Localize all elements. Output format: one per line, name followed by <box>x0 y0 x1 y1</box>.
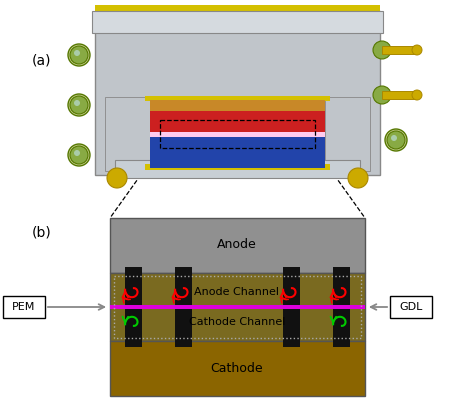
Text: Cathode Channel: Cathode Channel <box>189 317 285 327</box>
Text: Cathode: Cathode <box>210 362 264 375</box>
Bar <box>110 341 365 396</box>
Circle shape <box>68 144 90 166</box>
Text: (b): (b) <box>32 225 52 239</box>
Circle shape <box>70 96 88 114</box>
Circle shape <box>70 146 88 164</box>
Text: (a): (a) <box>32 54 52 68</box>
Bar <box>150 100 325 134</box>
Circle shape <box>74 100 80 106</box>
Bar <box>150 100 325 111</box>
Bar <box>114 276 361 338</box>
Bar <box>283 267 300 347</box>
Bar <box>382 46 417 54</box>
Circle shape <box>387 131 405 149</box>
Circle shape <box>74 50 80 56</box>
Text: Anode: Anode <box>217 238 257 252</box>
Bar <box>175 267 192 347</box>
Bar <box>160 120 315 148</box>
Text: Anode Channel: Anode Channel <box>194 287 280 297</box>
Bar <box>125 267 142 347</box>
Circle shape <box>373 86 391 104</box>
Circle shape <box>373 41 391 59</box>
Circle shape <box>391 135 397 141</box>
Bar <box>110 218 365 273</box>
Circle shape <box>74 150 80 156</box>
Bar <box>92 11 383 33</box>
Circle shape <box>107 168 127 188</box>
Circle shape <box>412 45 422 55</box>
Bar <box>325 97 370 171</box>
Bar <box>95 5 380 11</box>
Bar <box>150 132 325 137</box>
Text: GDL: GDL <box>399 302 423 312</box>
Bar <box>3 296 45 318</box>
Circle shape <box>385 129 407 151</box>
Bar <box>115 160 360 178</box>
Bar <box>110 273 365 341</box>
Bar <box>110 305 365 309</box>
Circle shape <box>70 46 88 64</box>
Bar <box>145 164 330 170</box>
Bar <box>390 296 432 318</box>
Circle shape <box>68 94 90 116</box>
Bar <box>333 267 350 347</box>
Bar <box>95 11 380 175</box>
Text: PEM: PEM <box>12 302 36 312</box>
Circle shape <box>348 168 368 188</box>
Bar <box>145 96 330 101</box>
Circle shape <box>68 44 90 66</box>
Bar <box>150 134 325 168</box>
Bar <box>382 91 417 99</box>
Circle shape <box>412 90 422 100</box>
Bar <box>105 97 150 171</box>
